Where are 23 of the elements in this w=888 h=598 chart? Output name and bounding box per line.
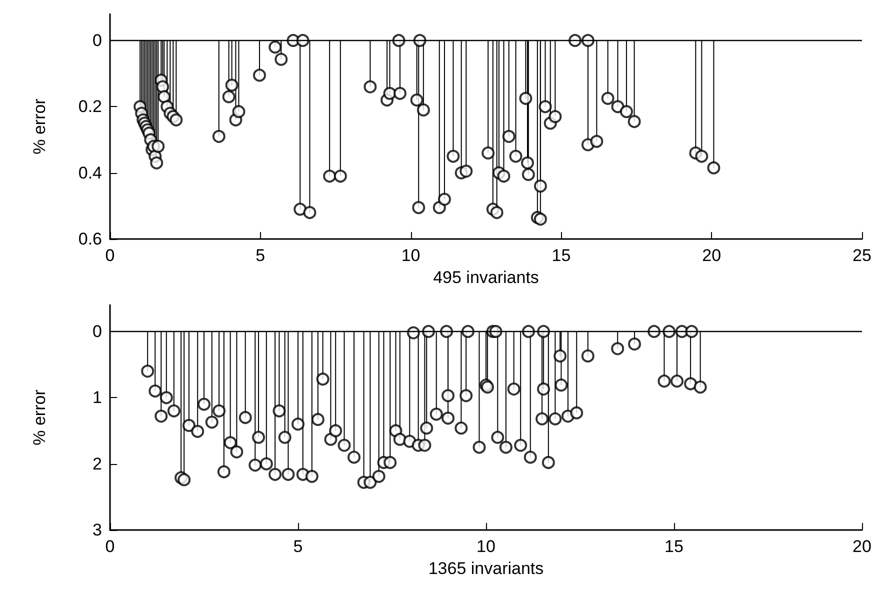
y-tick-label: 1 [92, 388, 102, 408]
x-tick-label: 10 [401, 246, 420, 265]
x-tick-label: 5 [293, 537, 303, 556]
x-tick-label: 25 [852, 246, 872, 265]
y-tick-label: 2 [92, 454, 102, 474]
x-tick-label: 10 [476, 537, 496, 556]
x-tick-label: 20 [852, 537, 872, 556]
y-tick-label: 0 [92, 322, 102, 341]
x-tick-label: 20 [702, 246, 722, 265]
x-tick-label: 0 [105, 246, 115, 265]
y-axis-title: % error [30, 98, 49, 154]
x-tick-label: 5 [256, 246, 266, 265]
y-tick-label: 0.4 [78, 163, 102, 182]
y-tick-label: 0.6 [78, 230, 102, 248]
y-axis-title: % error [30, 389, 49, 446]
y-tick-label: 0.2 [78, 97, 102, 116]
x-tick-label: 15 [552, 246, 571, 265]
x-axis-title: 1365 invariants [428, 558, 544, 578]
x-axis-title: 495 invariants [433, 268, 539, 287]
y-tick-label: 0 [92, 30, 102, 50]
x-tick-label: 0 [105, 537, 115, 556]
y-tick-label: 3 [92, 520, 102, 540]
x-tick-label: 15 [664, 537, 684, 556]
